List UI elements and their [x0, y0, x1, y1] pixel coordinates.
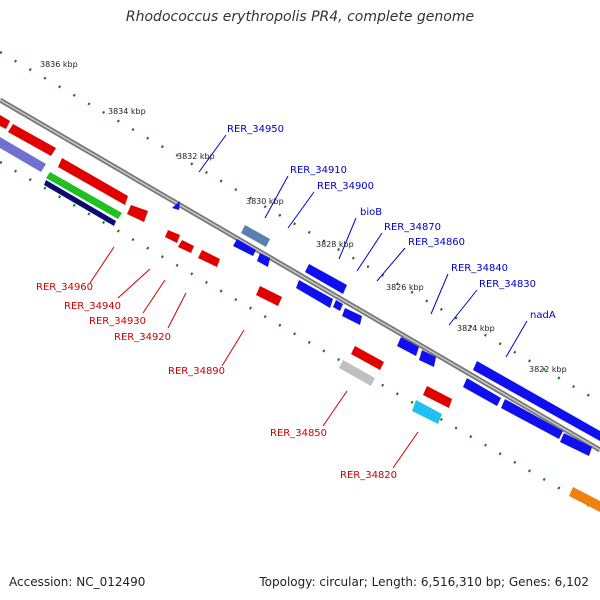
accession-text: Accession: NC_012490 — [9, 575, 146, 589]
gene-arrow — [351, 346, 384, 370]
gene-label: RER_34910 — [290, 165, 347, 176]
label-leaders — [89, 134, 528, 469]
gene-label: nadA — [530, 310, 556, 321]
gene-arrow — [127, 205, 148, 222]
gene-arrow — [560, 433, 592, 456]
gene-arrow — [0, 115, 10, 129]
gene-label: RER_34820 — [340, 470, 397, 481]
gene-label: RER_34960 — [36, 282, 93, 293]
gene-arrow — [241, 225, 270, 247]
scale-label: 3824 kbp — [457, 324, 495, 333]
gene-arrow — [501, 399, 563, 439]
gene-label: RER_34870 — [384, 222, 441, 233]
scale-ticks — [0, 50, 600, 514]
gene-arrow — [305, 264, 347, 294]
gene-arrow — [58, 158, 128, 205]
gene-arrow — [339, 360, 375, 386]
scale-label: 3832 kbp — [177, 152, 215, 161]
gene-label: RER_34860 — [408, 237, 465, 248]
gene-label: RER_34950 — [227, 124, 284, 135]
gene-arrow — [165, 230, 180, 243]
gene-features — [0, 115, 600, 512]
gene-arrow — [412, 400, 442, 424]
gene-arrow — [397, 337, 419, 356]
gene-arrow — [198, 250, 220, 267]
gene-arrow — [178, 240, 194, 253]
gene-arrow — [463, 378, 501, 406]
gene-arrow — [296, 280, 333, 308]
gene-arrow — [256, 286, 282, 306]
genome-backbone — [0, 97, 600, 453]
gene-arrow — [44, 180, 116, 226]
gene-arrow — [172, 201, 180, 210]
scale-label: 3836 kbp — [40, 60, 78, 69]
gene-label: RER_34930 — [89, 316, 146, 327]
gene-label: RER_34940 — [64, 301, 121, 312]
gene-arrow — [473, 361, 600, 441]
scale-label: 3828 kbp — [316, 240, 354, 249]
gene-label: RER_34830 — [479, 279, 536, 290]
gene-label: RER_34840 — [451, 263, 508, 274]
scale-label: 3834 kbp — [108, 107, 146, 116]
gene-arrow — [8, 124, 56, 156]
scale-label: 3822 kbp — [529, 365, 567, 374]
scale-label: 3826 kbp — [386, 283, 424, 292]
gene-arrow — [46, 172, 122, 219]
map-title: Rhodococcus erythropolis PR4, complete g… — [125, 9, 475, 25]
gene-label: RER_34900 — [317, 181, 374, 192]
gene-arrow — [233, 239, 256, 256]
gene-arrow — [0, 137, 46, 172]
gene-arrow — [419, 350, 436, 367]
scale-label: 3830 kbp — [246, 197, 284, 206]
gene-label: bioB — [360, 207, 382, 218]
gene-arrow — [423, 386, 452, 408]
gene-label: RER_34890 — [168, 366, 225, 377]
genome-summary: Topology: circular; Length: 6,516,310 bp… — [259, 575, 589, 589]
gene-label: RER_34920 — [114, 332, 171, 343]
gene-arrow — [257, 253, 270, 267]
gene-arrow — [333, 300, 343, 311]
gene-arrow — [569, 487, 600, 512]
gene-arrow — [342, 308, 362, 325]
gene-label: RER_34850 — [270, 428, 327, 439]
